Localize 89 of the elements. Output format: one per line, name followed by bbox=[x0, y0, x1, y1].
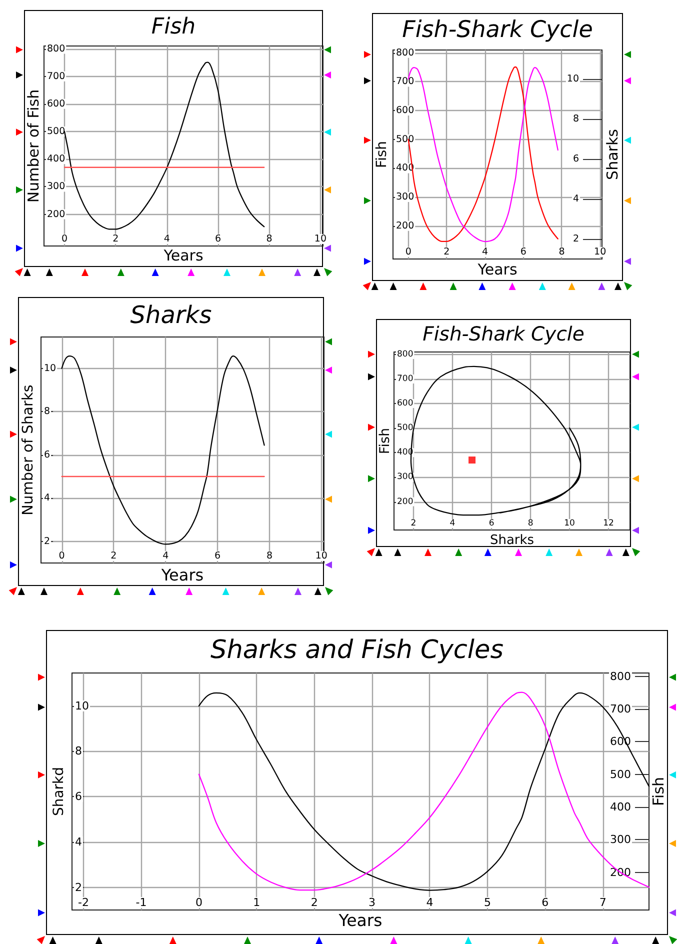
chart-title: Fish bbox=[151, 14, 196, 40]
x-tick-label: 0 bbox=[58, 550, 65, 562]
chart-title: Fish-Shark Cycle bbox=[402, 17, 593, 43]
x-tick-label: 12 bbox=[603, 518, 614, 528]
y-tick-label: 10 bbox=[44, 362, 56, 374]
x-tick-label: 0 bbox=[195, 896, 202, 909]
y2-tick-label: 10 bbox=[566, 74, 579, 84]
x-tick-label: 2 bbox=[110, 550, 117, 562]
chart-title: Sharks bbox=[130, 301, 212, 329]
y-tick-label: 2 bbox=[44, 536, 50, 547]
x-tick-label: 6 bbox=[214, 550, 221, 562]
x-tick-label: 8 bbox=[266, 550, 272, 562]
y2-tick-label: 8 bbox=[572, 114, 579, 124]
x-tick-label: 4 bbox=[450, 518, 456, 528]
y2-tick-label: 700 bbox=[610, 702, 631, 716]
y-tick-label: 6 bbox=[44, 449, 50, 460]
x-axis-title: Years bbox=[162, 246, 204, 264]
x-tick-label: -1 bbox=[136, 896, 147, 909]
y-tick-label: 400 bbox=[47, 154, 66, 165]
y2-axis-title: Sharks bbox=[604, 128, 622, 180]
x-tick-label: 0 bbox=[61, 234, 68, 244]
y-tick-label: 8 bbox=[44, 406, 50, 418]
x-tick-label: 1 bbox=[253, 896, 260, 909]
y-tick-label: 300 bbox=[47, 181, 66, 192]
y-tick-label: 800 bbox=[47, 43, 66, 54]
x-tick-label: 2 bbox=[112, 234, 119, 244]
y-tick-label: 8 bbox=[75, 744, 82, 758]
x-axis-title: Sharks bbox=[490, 533, 534, 548]
y2-tick-label: 6 bbox=[572, 154, 579, 164]
x-tick-label: 4 bbox=[162, 550, 169, 562]
y-tick-label: 700 bbox=[47, 70, 66, 82]
y-tick-label: 200 bbox=[397, 496, 414, 507]
x-tick-label: 6 bbox=[488, 518, 494, 528]
y-tick-label: 600 bbox=[396, 105, 414, 116]
x-tick-label: 8 bbox=[558, 246, 565, 258]
x-tick-label: 6 bbox=[215, 234, 222, 244]
y-tick-label: 600 bbox=[47, 98, 66, 110]
y-axis-title: Sharkd bbox=[51, 766, 67, 816]
y-tick-label: 500 bbox=[47, 126, 66, 138]
y2-tick-label: 300 bbox=[610, 833, 631, 846]
x-tick-label: 4 bbox=[482, 246, 488, 258]
y2-tick-label: 4 bbox=[572, 194, 579, 204]
x-tick-label: 10 bbox=[315, 550, 328, 562]
y2-axis-title: Fish bbox=[650, 776, 668, 806]
y-tick-label: 800 bbox=[396, 47, 414, 58]
x-tick-label: 8 bbox=[528, 518, 534, 528]
y-axis-title: Fish bbox=[377, 428, 393, 454]
x-tick-label: 3 bbox=[368, 896, 376, 909]
x-tick-label: 2 bbox=[444, 246, 450, 258]
y-tick-label: 600 bbox=[397, 398, 414, 409]
y-tick-label: 500 bbox=[397, 423, 414, 434]
y2-tick-label: 400 bbox=[610, 800, 631, 814]
y2-tick-label: 500 bbox=[610, 768, 631, 781]
x-tick-label: 10 bbox=[314, 234, 326, 244]
x-axis-title: Years bbox=[338, 911, 382, 930]
y-axis-title: Number of Sharks bbox=[20, 384, 36, 516]
x-tick-label: 2 bbox=[310, 896, 318, 909]
y-tick-label: 2 bbox=[75, 880, 82, 894]
x-tick-label: 4 bbox=[164, 234, 170, 244]
x-tick-label: 0 bbox=[405, 246, 412, 258]
x-tick-label: 4 bbox=[426, 896, 434, 909]
y-tick-label: 300 bbox=[397, 472, 414, 482]
y-axis-title: Number of Fish bbox=[24, 89, 42, 203]
y-tick-label: 4 bbox=[44, 492, 50, 504]
y-tick-label: 6 bbox=[75, 790, 82, 804]
y-tick-label: 300 bbox=[396, 192, 414, 203]
chart-title: Sharks and Fish Cycles bbox=[210, 635, 504, 665]
x-axis-title: Years bbox=[476, 260, 518, 278]
y-tick-label: 700 bbox=[397, 374, 414, 384]
y-axis-title: Fish bbox=[374, 140, 390, 168]
x-tick-label: 10 bbox=[564, 518, 575, 528]
chart-title: Fish-Shark Cycle bbox=[422, 322, 584, 346]
x-tick-label: 6 bbox=[520, 246, 526, 258]
x-axis-title: Years bbox=[160, 566, 204, 584]
x-tick-label: 6 bbox=[542, 896, 549, 909]
y-tick-label: 500 bbox=[396, 134, 414, 145]
x-tick-label: 8 bbox=[266, 234, 272, 244]
y-tick-label: 200 bbox=[47, 208, 66, 220]
x-tick-label: 5 bbox=[484, 896, 491, 909]
y2-tick-label: 800 bbox=[610, 670, 631, 683]
y-tick-label: 800 bbox=[397, 349, 414, 360]
y-tick-label: 700 bbox=[396, 76, 414, 88]
y-tick-label: 4 bbox=[75, 835, 82, 848]
line-series bbox=[61, 355, 265, 545]
x-tick-label: 7 bbox=[599, 896, 606, 909]
x-tick-label: -2 bbox=[78, 896, 90, 909]
y-tick-label: 10 bbox=[75, 699, 89, 712]
y-tick-label: 200 bbox=[396, 220, 414, 232]
x-tick-label: 10 bbox=[594, 246, 606, 258]
